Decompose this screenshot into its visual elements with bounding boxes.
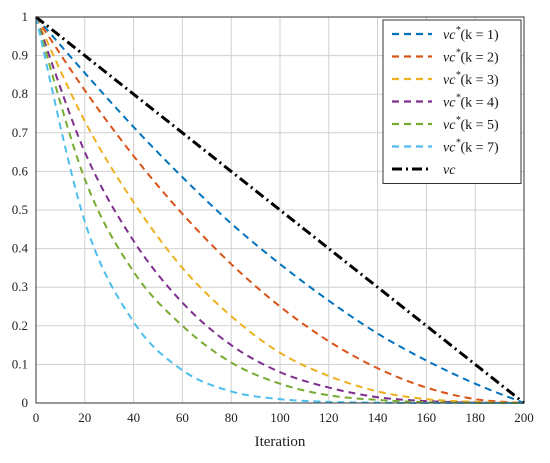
x-tick-label: 140 bbox=[368, 410, 388, 425]
legend-label-superscript: * bbox=[455, 48, 460, 59]
legend-label-superscript: * bbox=[455, 93, 460, 104]
x-tick-label: 180 bbox=[465, 410, 485, 425]
series-line-4 bbox=[35, 16, 525, 404]
series-line-1 bbox=[35, 16, 525, 404]
series-line-3 bbox=[35, 16, 525, 404]
legend-label-main: vc bbox=[443, 96, 456, 111]
y-tick-label: 0.2 bbox=[12, 318, 28, 333]
legend-label-0: vc*(k = 1) bbox=[443, 25, 499, 43]
y-tick-label: 0.1 bbox=[12, 356, 28, 371]
series-line-0 bbox=[35, 16, 525, 404]
legend-label-superscript: * bbox=[455, 70, 460, 81]
legend-label-param: (k = 7) bbox=[460, 141, 499, 156]
legend-label-4: vc*(k = 5) bbox=[443, 115, 499, 133]
legend-label-3: vc*(k = 4) bbox=[443, 93, 499, 111]
y-tick-label: 0.9 bbox=[12, 48, 28, 63]
legend-label-param: (k = 4) bbox=[460, 96, 499, 111]
series-line-6 bbox=[35, 15, 525, 405]
x-tick-label: 200 bbox=[514, 410, 534, 425]
y-tick-label: 0.5 bbox=[12, 202, 28, 217]
y-tick-label: 0.3 bbox=[12, 279, 28, 294]
x-tick-label: 160 bbox=[417, 410, 437, 425]
legend-label-superscript: * bbox=[455, 115, 460, 126]
series-line-5 bbox=[35, 16, 524, 405]
legend-label-1: vc*(k = 2) bbox=[443, 48, 499, 66]
x-tick-label: 100 bbox=[270, 410, 290, 425]
x-tick-label: 20 bbox=[78, 410, 91, 425]
x-tick-label: 0 bbox=[33, 410, 40, 425]
y-tick-label: 1 bbox=[22, 9, 29, 24]
legend-label-superscript: * bbox=[455, 138, 460, 149]
x-tick-label: 80 bbox=[225, 410, 238, 425]
legend-label-main: vc bbox=[443, 73, 456, 88]
plot-area-border bbox=[35, 16, 525, 404]
legend: vc*(k = 1)vc*(k = 2)vc*(k = 3)vc*(k = 4)… bbox=[382, 19, 522, 184]
legend-label-6: vc bbox=[443, 163, 456, 178]
legend-label-param: (k = 5) bbox=[460, 118, 499, 133]
y-tick-label: 0.8 bbox=[12, 86, 28, 101]
x-tick-label: 40 bbox=[127, 410, 140, 425]
legend-label-5: vc*(k = 7) bbox=[443, 138, 499, 156]
series-layer bbox=[35, 15, 525, 405]
legend-label-param: (k = 2) bbox=[460, 51, 499, 66]
x-axis-ticks: 0 20 40 60 80 100 120 140 160 180 200 bbox=[33, 410, 534, 425]
y-tick-label: 0.6 bbox=[12, 163, 29, 178]
legend-label-2: vc*(k = 3) bbox=[443, 70, 499, 88]
x-axis-label: Iteration bbox=[255, 434, 306, 450]
legend-label-main: vc bbox=[443, 163, 456, 178]
y-tick-label: 0.4 bbox=[12, 241, 29, 256]
y-axis-ticks: 0 0.1 0.2 0.3 0.4 0.5 0.6 0.7 0.8 0.9 1 bbox=[12, 9, 29, 410]
legend-label-param: (k = 1) bbox=[460, 28, 499, 43]
legend-label-param: (k = 3) bbox=[460, 73, 499, 88]
y-tick-label: 0 bbox=[22, 395, 29, 410]
legend-label-main: vc bbox=[443, 28, 456, 43]
legend-label-main: vc bbox=[443, 141, 456, 156]
legend-label-main: vc bbox=[443, 51, 456, 66]
x-tick-label: 60 bbox=[176, 410, 189, 425]
y-tick-label: 0.7 bbox=[12, 125, 29, 140]
legend-label-main: vc bbox=[443, 118, 456, 133]
x-tick-label: 120 bbox=[319, 410, 339, 425]
legend-label-superscript: * bbox=[455, 25, 460, 36]
series-line-2 bbox=[35, 16, 525, 404]
